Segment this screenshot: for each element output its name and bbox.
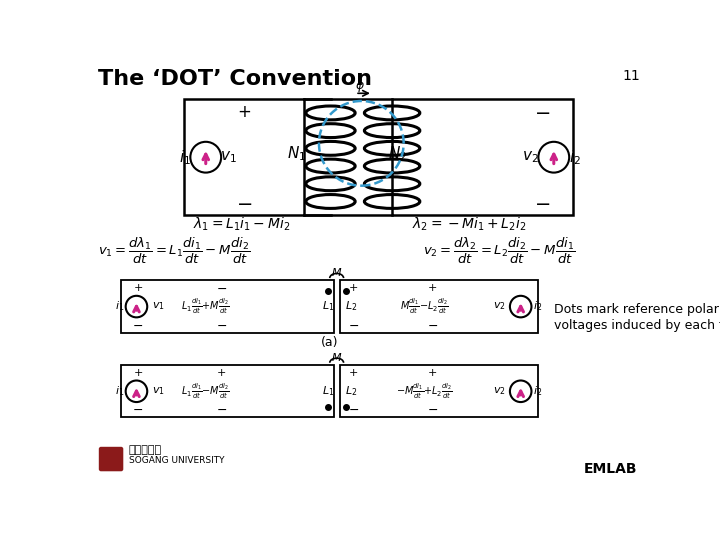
Text: $L_1$: $L_1$	[322, 384, 334, 398]
Text: $i_2$: $i_2$	[533, 384, 542, 398]
Text: $-$: $-$	[132, 403, 143, 416]
Text: $i_2$: $i_2$	[569, 148, 580, 166]
Text: $-$: $-$	[215, 319, 227, 332]
Text: $-$: $-$	[215, 281, 227, 295]
Text: $v_1$: $v_1$	[220, 150, 237, 165]
Text: $M$: $M$	[331, 350, 342, 363]
Text: +: +	[349, 368, 359, 378]
Text: $N_1$: $N_1$	[287, 144, 306, 163]
Text: EMLAB: EMLAB	[583, 462, 637, 476]
Text: +: +	[428, 283, 437, 293]
Text: $-M\frac{di_1}{dt}{+}L_2\frac{di_2}{dt}$: $-M\frac{di_1}{dt}{+}L_2\frac{di_2}{dt}$	[396, 382, 453, 401]
Text: $-$: $-$	[348, 319, 359, 332]
Text: $-$: $-$	[235, 193, 252, 212]
Text: $v_1$: $v_1$	[152, 386, 165, 397]
Text: $-$: $-$	[215, 403, 227, 416]
Text: $i_1$: $i_1$	[114, 300, 124, 314]
Text: $v_1$: $v_1$	[152, 301, 165, 313]
Text: $i_1$: $i_1$	[114, 384, 124, 398]
Text: $M$: $M$	[331, 266, 342, 278]
Text: $L_1$: $L_1$	[322, 300, 334, 314]
Text: $v_2$: $v_2$	[492, 386, 505, 397]
Text: $-$: $-$	[534, 193, 550, 212]
Text: 서강대학교: 서강대학교	[129, 445, 162, 455]
Text: $M\frac{di_1}{dt}{-}L_2\frac{di_2}{dt}$: $M\frac{di_1}{dt}{-}L_2\frac{di_2}{dt}$	[400, 297, 449, 316]
Text: $-$: $-$	[426, 319, 438, 332]
Text: $-$: $-$	[132, 319, 143, 332]
Text: +: +	[428, 368, 437, 378]
Text: +: +	[217, 368, 226, 378]
Text: +: +	[133, 368, 143, 378]
Text: +: +	[237, 103, 251, 121]
Text: $\lambda_2 = -M i_1 + L_2 i_2$: $\lambda_2 = -M i_1 + L_2 i_2$	[412, 215, 526, 233]
Text: $L_1\frac{di_1}{dt}{+}M\frac{di_2}{dt}$: $L_1\frac{di_1}{dt}{+}M\frac{di_2}{dt}$	[181, 297, 230, 316]
Text: $-$: $-$	[348, 403, 359, 416]
Text: Dots mark reference polarity for
voltages induced by each flux: Dots mark reference polarity for voltage…	[554, 303, 720, 332]
Text: $v_2 = \dfrac{d\lambda_2}{dt} = L_2\dfrac{di_2}{dt} - M\dfrac{di_1}{dt}$: $v_2 = \dfrac{d\lambda_2}{dt} = L_2\dfra…	[423, 236, 575, 266]
Text: $v_1 = \dfrac{d\lambda_1}{dt} = L_1\dfrac{di_1}{dt} - M\dfrac{di_2}{dt}$: $v_1 = \dfrac{d\lambda_1}{dt} = L_1\dfra…	[98, 236, 251, 266]
Text: $-$: $-$	[426, 403, 438, 416]
Text: $\lambda_1 = L_1 i_1 - M i_2$: $\lambda_1 = L_1 i_1 - M i_2$	[194, 215, 291, 233]
Text: SOGANG UNIVERSITY: SOGANG UNIVERSITY	[129, 456, 224, 465]
Text: +: +	[349, 283, 359, 293]
Text: The ‘DOT’ Convention: The ‘DOT’ Convention	[98, 69, 372, 89]
Text: $\phi$: $\phi$	[355, 77, 365, 94]
Text: $v_2$: $v_2$	[522, 150, 539, 165]
Text: $L_2$: $L_2$	[345, 300, 357, 314]
Text: (a): (a)	[321, 336, 338, 349]
Text: $i_2$: $i_2$	[533, 300, 542, 314]
Text: $N_2$: $N_2$	[388, 144, 408, 163]
FancyBboxPatch shape	[99, 448, 122, 470]
Text: $L_2$: $L_2$	[345, 384, 357, 398]
Text: $v_2$: $v_2$	[492, 301, 505, 313]
Text: +: +	[133, 283, 143, 293]
Text: 11: 11	[622, 69, 640, 83]
Text: $i_1$: $i_1$	[179, 148, 191, 166]
Text: $-$: $-$	[534, 102, 550, 122]
Text: $L_1\frac{di_1}{dt}{-}M\frac{di_2}{dt}$: $L_1\frac{di_1}{dt}{-}M\frac{di_2}{dt}$	[181, 382, 230, 401]
